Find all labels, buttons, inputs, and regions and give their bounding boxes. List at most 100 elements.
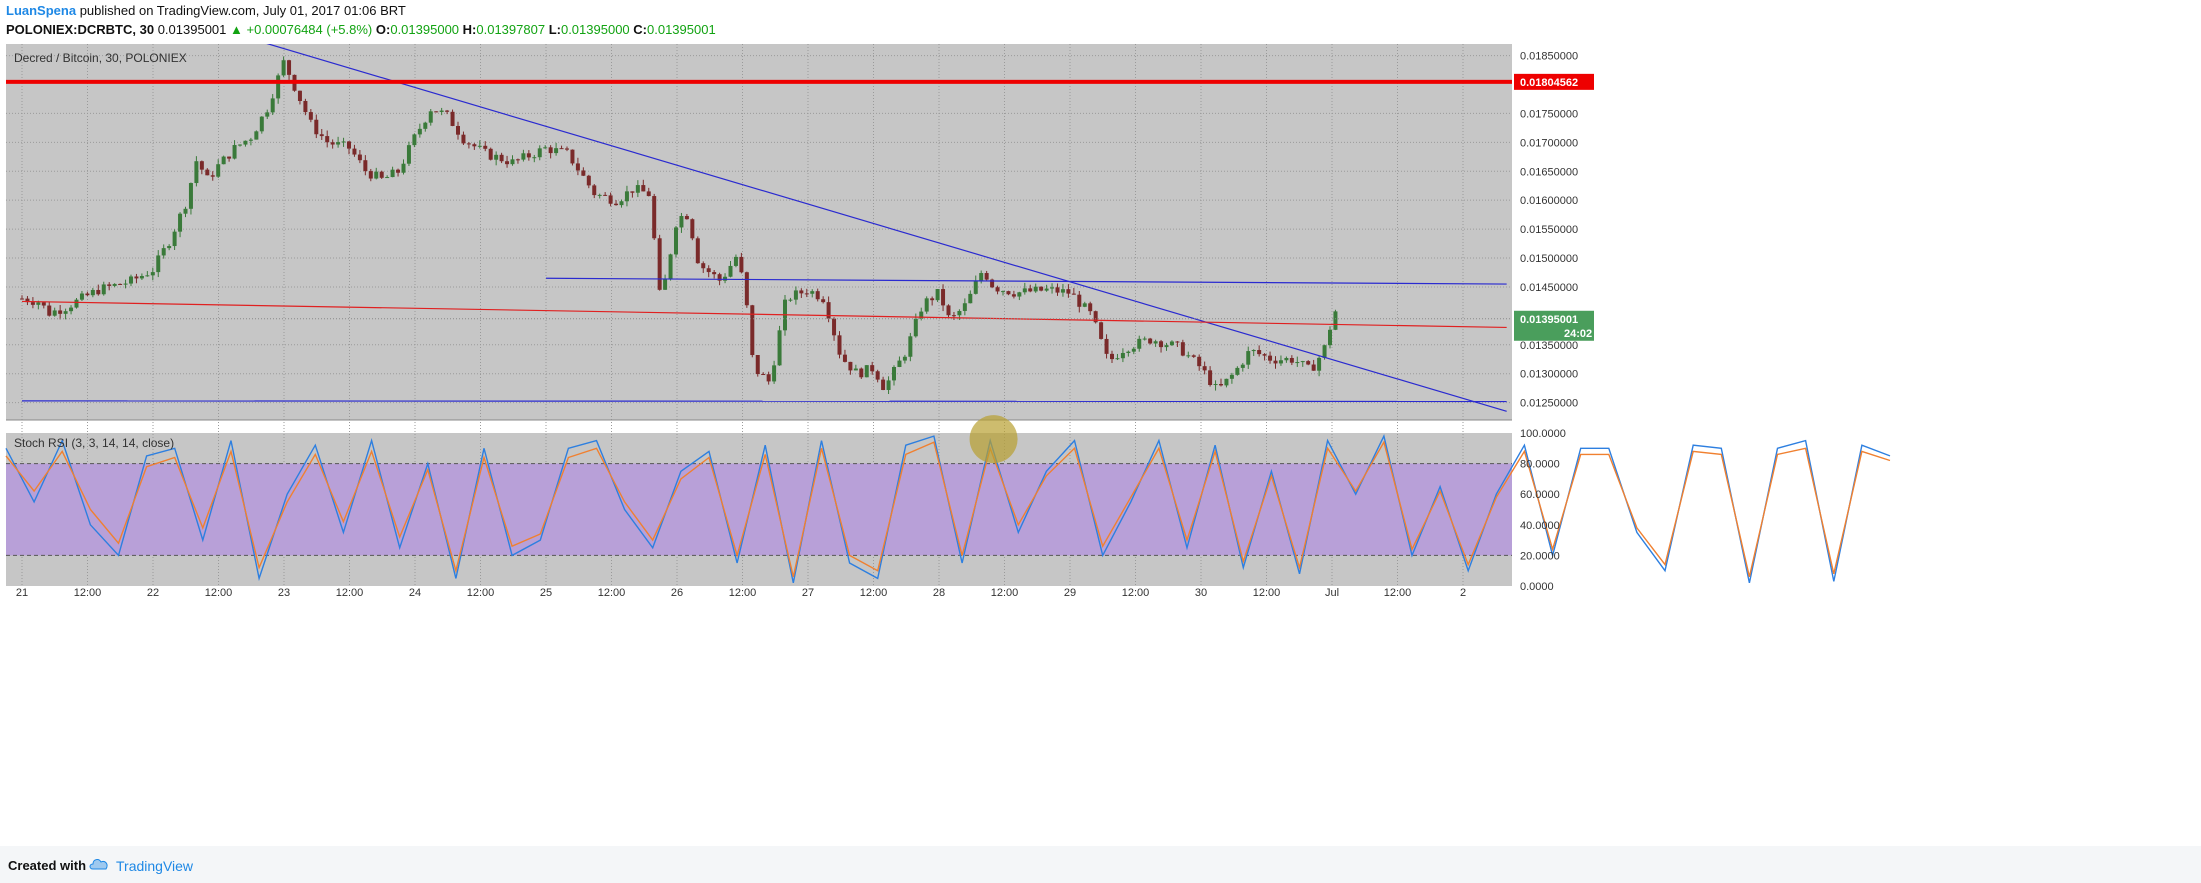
tradingview-brand[interactable]: TradingView <box>116 858 194 874</box>
candle-body <box>592 185 597 196</box>
price-tick-label: 0.01750000 <box>1520 108 1578 120</box>
price-tick-label: 0.01700000 <box>1520 137 1578 149</box>
trend-lines[interactable] <box>6 44 1512 412</box>
candle-body <box>172 231 177 247</box>
candle-body <box>1164 345 1169 348</box>
candle-body <box>837 335 842 355</box>
candle-body <box>603 194 608 196</box>
candle-body <box>630 191 635 193</box>
candle-body <box>733 256 738 266</box>
candle-body <box>330 142 335 145</box>
candle-body <box>1066 289 1071 294</box>
candle-body <box>63 311 68 314</box>
candle-body <box>1311 364 1316 371</box>
candle-body <box>559 148 564 150</box>
candle-body <box>145 275 150 277</box>
candle-body <box>450 111 455 126</box>
candle-body <box>357 154 362 161</box>
time-tick-label: 30 <box>1195 587 1207 599</box>
candle-body <box>842 354 847 362</box>
candle-body <box>472 144 477 147</box>
candle-body <box>826 302 831 319</box>
candle-body <box>510 159 515 165</box>
candle-body <box>69 307 74 312</box>
candle-body <box>619 201 624 206</box>
candle-body <box>58 310 63 314</box>
candle-body <box>1191 355 1196 357</box>
candle-body <box>744 272 749 306</box>
candle-body <box>641 185 646 192</box>
candle-body <box>1235 367 1240 375</box>
candle-body <box>1137 338 1142 349</box>
candle-body <box>799 290 804 294</box>
candle-body <box>412 134 417 146</box>
publish-text: published on TradingView.com, July 01, 2… <box>79 3 406 18</box>
candle-body <box>679 216 684 228</box>
trend-line <box>21 400 1507 403</box>
candle-body <box>156 255 161 273</box>
candle-body <box>1224 378 1229 386</box>
candle-body <box>706 268 711 273</box>
candle-body <box>1093 311 1098 323</box>
candle-body <box>570 149 575 164</box>
candle-body <box>548 147 553 154</box>
created-with-label: Created with <box>8 858 87 873</box>
candle-body <box>881 379 886 390</box>
candle-body <box>1284 357 1289 361</box>
candle-body <box>494 154 499 160</box>
candle-body <box>248 139 253 141</box>
author-link[interactable]: LuanSpena <box>6 3 77 18</box>
chart-header: LuanSpena published on TradingView.com, … <box>0 0 2201 44</box>
candle-body <box>461 134 466 144</box>
candle-body <box>1033 286 1038 292</box>
candle-body <box>150 272 155 276</box>
price-chart[interactable]: 0.01850000 0.01750000 0.01700000 0.01650000… <box>0 44 2201 846</box>
time-tick-label: 12:00 <box>205 587 233 599</box>
candle-body <box>1071 293 1076 295</box>
candle-body <box>227 156 232 159</box>
countdown-label: 24:02 <box>1564 328 1592 340</box>
candle-body <box>1169 341 1174 346</box>
candle-body <box>363 160 368 172</box>
candle-body <box>793 290 798 300</box>
candle-body <box>396 169 401 173</box>
time-tick-label: 12:00 <box>1122 587 1150 599</box>
candle-body <box>276 75 281 99</box>
candle-body <box>178 213 183 232</box>
candle-body <box>728 265 733 277</box>
time-tick-label: 12:00 <box>74 587 102 599</box>
candle-body <box>259 116 264 132</box>
candle-body <box>36 302 41 305</box>
candle-body <box>968 293 973 304</box>
candle-body <box>434 111 439 113</box>
candle-body <box>499 154 504 162</box>
close-value: 0.01395001 <box>647 22 716 37</box>
stoch-rsi-pane <box>5 415 1891 584</box>
candle-body <box>772 365 777 382</box>
candle-body <box>74 299 79 308</box>
candle-body <box>951 315 956 317</box>
rsi-tick-label: 60.0000 <box>1520 489 1560 501</box>
candle-body <box>674 227 678 255</box>
candle-body <box>1082 303 1087 307</box>
candle-body <box>1039 286 1044 291</box>
candle-body <box>581 170 586 176</box>
candle-body <box>52 310 57 316</box>
low-label: L: <box>548 22 561 37</box>
candle-body <box>635 185 640 193</box>
candle-body <box>1153 341 1158 344</box>
stoch-d-line <box>5 440 1891 577</box>
candle-body <box>199 161 204 170</box>
candle-body <box>265 112 270 117</box>
rsi-tick-label: 20.0000 <box>1520 550 1560 562</box>
candle-body <box>1289 357 1294 363</box>
candle-body <box>1017 292 1022 297</box>
candle-body <box>853 368 858 371</box>
time-tick-label: 12:00 <box>467 587 495 599</box>
trend-line <box>266 44 1507 412</box>
candle-body <box>129 276 133 284</box>
candle-body <box>668 254 673 279</box>
candle-body <box>205 169 210 176</box>
candle-body <box>1055 287 1060 293</box>
candle-body <box>848 361 853 371</box>
